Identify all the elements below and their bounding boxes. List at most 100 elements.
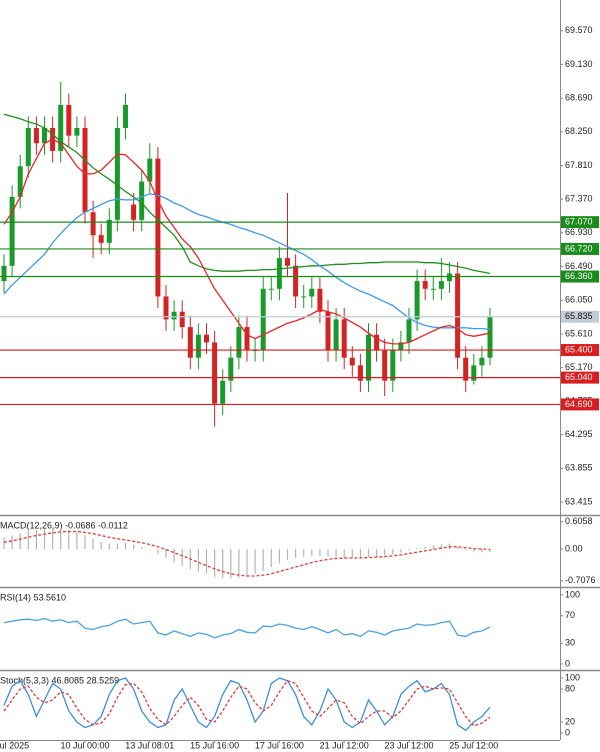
- level-label-box: [561, 344, 599, 357]
- candle-body: [195, 334, 201, 358]
- y-tick-label: 100: [565, 589, 580, 599]
- y-tick-label: 0: [565, 727, 570, 737]
- level-label-box: [561, 371, 599, 384]
- histogram-bar: [205, 549, 208, 574]
- candle-body: [471, 365, 477, 381]
- histogram-bar: [133, 544, 135, 550]
- x-tick-label: Jul 2025: [0, 740, 29, 750]
- histogram-bar: [424, 546, 426, 550]
- candle-body: [447, 273, 452, 282]
- candle-body: [82, 127, 88, 213]
- y-tick-label: 20: [565, 716, 575, 726]
- x-tick-label: 15 Jul 16:00: [190, 740, 239, 750]
- histogram-bar: [367, 549, 370, 558]
- candle-body: [398, 342, 404, 351]
- level-label: 66.360: [565, 271, 593, 281]
- candle-body: [430, 288, 436, 290]
- histogram-bar: [465, 549, 467, 551]
- candle-body: [9, 196, 15, 266]
- candle-body: [276, 258, 282, 289]
- candle-body: [317, 288, 323, 312]
- histogram-bar: [384, 549, 386, 556]
- histogram-bar: [165, 549, 167, 559]
- candle-body: [487, 316, 493, 358]
- histogram-bar: [76, 531, 78, 550]
- candle-body: [301, 296, 307, 298]
- level-label-box: [561, 270, 599, 283]
- y-tick-label: 68.250: [565, 126, 593, 136]
- y-tick-label: 65.170: [565, 362, 593, 372]
- candle-body: [293, 265, 299, 297]
- histogram-bar: [376, 549, 378, 557]
- panel-title: MACD(12,26,9) -0.0686 -0.0112: [0, 520, 128, 530]
- level-label: 67.070: [565, 217, 593, 227]
- candle-body: [123, 104, 128, 128]
- y-tick-label: 69.570: [565, 25, 593, 35]
- histogram-bar: [489, 549, 491, 553]
- x-tick-label: 25 Jul 12:00: [449, 740, 498, 750]
- candle-body: [349, 357, 355, 366]
- histogram-bar: [173, 549, 175, 563]
- y-tick-label: 70: [565, 610, 575, 620]
- candle-body: [171, 311, 177, 320]
- candle-body: [422, 281, 428, 289]
- y-tick-label: 67.810: [565, 160, 593, 170]
- histogram-bar: [3, 537, 5, 550]
- candle-body: [187, 327, 193, 358]
- histogram-bar: [157, 549, 159, 554]
- histogram-bar: [400, 549, 402, 553]
- candle-body: [1, 265, 7, 282]
- candle-body: [42, 127, 47, 144]
- histogram-bar: [149, 549, 151, 550]
- histogram-bar: [230, 549, 232, 579]
- histogram-bar: [319, 549, 321, 556]
- histogram-bar: [84, 535, 86, 550]
- candle-body: [25, 127, 31, 167]
- histogram-bar: [416, 548, 418, 550]
- histogram-bar: [440, 544, 442, 550]
- moving-average-line: [3, 113, 491, 275]
- histogram-bar: [11, 535, 13, 550]
- histogram-bar: [254, 549, 256, 574]
- candle-body: [244, 327, 250, 351]
- y-tick-label: 66.490: [565, 261, 593, 271]
- candle-body: [341, 319, 347, 358]
- level-label: 65.835: [565, 311, 593, 321]
- candle-body: [139, 181, 145, 220]
- candle-body: [204, 334, 209, 343]
- histogram-bar: [68, 530, 70, 550]
- histogram-bar: [124, 542, 127, 550]
- moving-average-line: [3, 138, 491, 345]
- histogram-bar: [351, 549, 353, 559]
- candle-body: [374, 334, 380, 351]
- candle-body: [179, 311, 185, 328]
- level-label: 66.720: [565, 243, 593, 253]
- candle-body: [268, 288, 274, 290]
- candle-body: [106, 219, 112, 243]
- histogram-bar: [311, 549, 313, 556]
- y-tick-label: 66.050: [565, 295, 593, 305]
- candle-body: [325, 311, 331, 351]
- histogram-bar: [270, 549, 272, 568]
- level-label-box: [561, 398, 599, 411]
- candle-body: [98, 235, 104, 243]
- candle-body: [366, 334, 371, 381]
- histogram-bar: [295, 549, 297, 559]
- histogram-bar: [359, 549, 361, 559]
- panel-title: Stoch(5,3,3) 46.8085 28.5259: [0, 675, 119, 685]
- histogram-bar: [262, 549, 264, 571]
- y-tick-label: 68.690: [565, 92, 593, 102]
- histogram-bar: [286, 549, 289, 561]
- level-label: 65.040: [565, 372, 593, 382]
- y-tick-label: 70.010: [565, 0, 593, 1]
- histogram-bar: [457, 546, 459, 550]
- y-tick-label: -0.7076: [565, 575, 596, 585]
- histogram-bar: [343, 549, 345, 559]
- candle-body: [33, 127, 39, 144]
- histogram-bar: [108, 543, 110, 550]
- y-tick-label: 63.415: [565, 496, 593, 506]
- candle-body: [66, 104, 72, 136]
- indicator-line: [3, 677, 491, 732]
